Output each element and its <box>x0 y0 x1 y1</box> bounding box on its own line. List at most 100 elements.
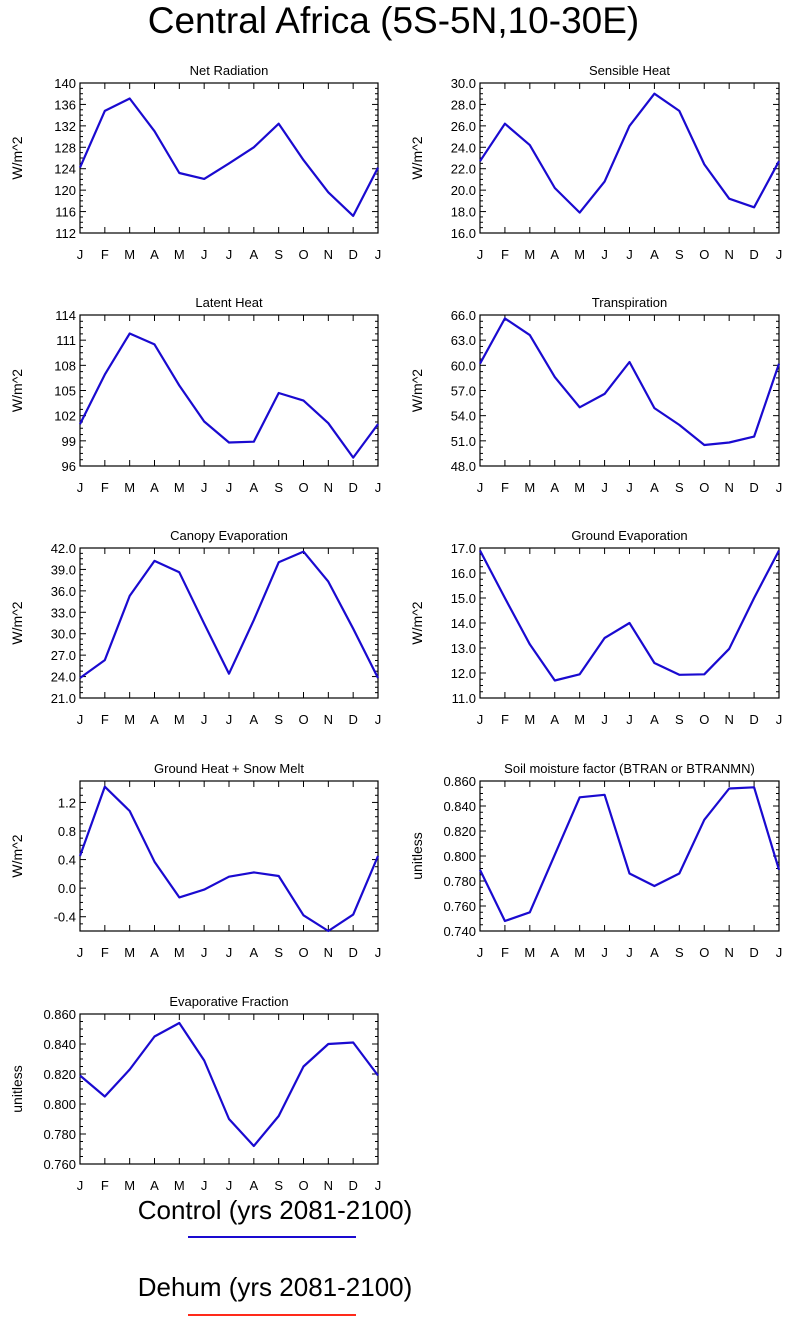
y-tick-label: 27.0 <box>51 648 76 663</box>
x-tick-label: D <box>749 480 758 495</box>
y-tick-label: 108 <box>54 358 76 373</box>
y-tick-label: 102 <box>54 409 76 424</box>
plot-frame <box>479 780 780 932</box>
x-tick-label: N <box>724 945 733 960</box>
x-tick-label: D <box>348 945 357 960</box>
x-tick-label: J <box>201 712 208 727</box>
panel-title: Soil moisture factor (BTRAN or BTRANMN) <box>504 761 755 776</box>
y-tick-label: 15.0 <box>451 591 476 606</box>
x-tick-label: M <box>524 712 535 727</box>
x-tick-label: J <box>201 1178 208 1193</box>
y-tick-label: 96 <box>62 459 76 474</box>
x-tick-label: M <box>524 945 535 960</box>
x-tick-label: J <box>375 1178 382 1193</box>
y-tick-label: 57.0 <box>451 384 476 399</box>
x-tick-label: N <box>724 480 733 495</box>
chart-panel-7: Ground Heat + Snow Melt W/m^2 -0.4 0.0 0.4 0.… <box>9 761 381 960</box>
y-tick-label: 16.0 <box>451 566 476 581</box>
x-tick-label: M <box>174 712 185 727</box>
x-tick-label: J <box>776 712 783 727</box>
series-line <box>479 549 780 682</box>
x-tick-label: A <box>249 247 258 262</box>
x-tick-label: J <box>226 712 233 727</box>
legend-dehum-line <box>188 1314 356 1316</box>
y-tick-label: 116 <box>55 205 76 220</box>
y-tick-label: 0.800 <box>43 1097 76 1112</box>
x-tick-label: N <box>324 480 333 495</box>
y-tick-label: 13.0 <box>451 641 476 656</box>
y-tick-label: 24.0 <box>451 140 476 155</box>
panel-title: Net Radiation <box>190 63 269 78</box>
x-tick-label: A <box>650 945 659 960</box>
x-tick-label: O <box>699 945 709 960</box>
x-tick-label: A <box>650 712 659 727</box>
x-tick-label: A <box>550 712 559 727</box>
x-tick-label: J <box>226 945 233 960</box>
y-axis-label: W/m^2 <box>409 136 425 179</box>
y-tick-label: -0.4 <box>54 910 76 925</box>
x-tick-label: N <box>324 1178 333 1193</box>
y-tick-label: 136 <box>54 97 76 112</box>
x-tick-label: F <box>101 945 109 960</box>
panel-title: Latent Heat <box>195 295 263 310</box>
legend-dehum-label: Dehum (yrs 2081-2100) <box>137 1272 413 1302</box>
panel-title: Canopy Evaporation <box>170 528 288 543</box>
x-tick-label: D <box>348 247 357 262</box>
x-tick-label: M <box>574 480 585 495</box>
y-tick-label: 54.0 <box>451 409 476 424</box>
y-tick-label: 0.740 <box>443 924 476 939</box>
chart-panel-4: Transpiration W/m^2 48.0 51.0 54.0 57.0 60.0 63… <box>409 295 782 495</box>
x-tick-label: A <box>650 480 659 495</box>
x-tick-label: A <box>150 480 159 495</box>
x-tick-label: M <box>124 1178 135 1193</box>
y-tick-label: 0.780 <box>43 1127 76 1142</box>
x-tick-label: M <box>174 480 185 495</box>
y-tick-label: 11.0 <box>452 691 476 706</box>
x-tick-label: A <box>150 247 159 262</box>
x-tick-label: O <box>699 480 709 495</box>
x-tick-label: J <box>477 712 484 727</box>
chart-panel-8: Soil moisture factor (BTRAN or BTRANMN) u… <box>409 761 782 960</box>
y-axis-label: W/m^2 <box>9 369 25 412</box>
x-tick-label: F <box>501 712 509 727</box>
x-tick-label: F <box>101 712 109 727</box>
y-tick-label: 0.840 <box>443 799 476 814</box>
panel-title: Transpiration <box>592 295 667 310</box>
legend-control-line <box>188 1236 356 1238</box>
x-tick-label: D <box>348 712 357 727</box>
x-tick-label: S <box>274 247 283 262</box>
x-tick-label: S <box>274 945 283 960</box>
x-tick-label: J <box>626 247 633 262</box>
plot-frame <box>79 547 379 699</box>
y-tick-label: 66.0 <box>451 308 476 323</box>
panel-title: Ground Evaporation <box>571 528 687 543</box>
x-tick-label: F <box>101 480 109 495</box>
x-tick-label: N <box>724 247 733 262</box>
plot-frame <box>79 1013 379 1165</box>
chart-panel-1: Net Radiation W/m^2 112 116 120 124 128 132 136 1… <box>9 63 381 262</box>
series-line <box>79 1021 379 1148</box>
y-tick-label: 140 <box>54 76 76 91</box>
x-tick-label: A <box>249 1178 258 1193</box>
y-tick-label: 0.4 <box>58 853 76 868</box>
x-tick-label: A <box>550 247 559 262</box>
x-tick-label: N <box>724 712 733 727</box>
x-tick-label: A <box>249 945 258 960</box>
x-tick-label: J <box>776 247 783 262</box>
plot-frame <box>479 314 780 467</box>
x-tick-label: S <box>274 1178 283 1193</box>
x-tick-label: J <box>375 247 382 262</box>
series-line <box>479 786 781 923</box>
y-tick-label: 0.820 <box>43 1067 76 1082</box>
x-tick-label: J <box>626 480 633 495</box>
y-axis-label: unitless <box>9 1065 25 1112</box>
y-tick-label: 63.0 <box>451 333 476 348</box>
y-tick-label: 0.0 <box>58 881 76 896</box>
x-tick-label: J <box>626 945 633 960</box>
panel-title: Sensible Heat <box>589 63 670 78</box>
x-tick-label: A <box>650 247 659 262</box>
x-tick-label: O <box>298 1178 308 1193</box>
series-line <box>79 332 379 459</box>
